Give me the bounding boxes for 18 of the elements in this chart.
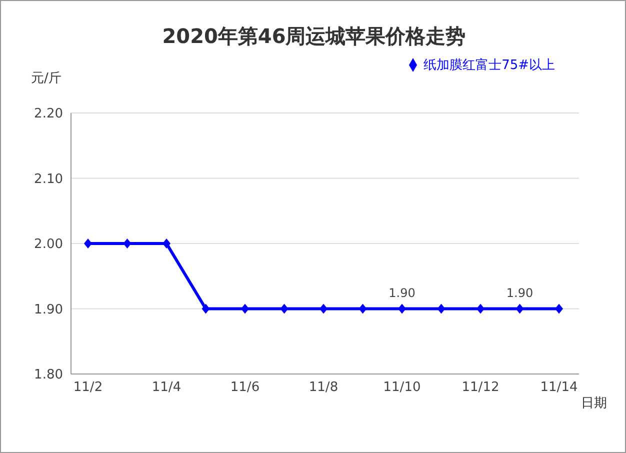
y-tick-label: 1.90	[34, 302, 63, 318]
x-tick-label: 11/12	[462, 380, 500, 396]
chart-title: 2020年第46周运城苹果价格走势	[161, 23, 467, 50]
x-tick-label: 11/4	[152, 380, 182, 396]
x-tick-label: 11/2	[73, 380, 103, 396]
x-axis-title: 日期	[581, 395, 607, 412]
x-tick-label: 11/10	[383, 380, 421, 396]
x-tick-label: 11/14	[540, 380, 578, 396]
y-tick-label: 1.80	[34, 368, 63, 383]
x-tick-label: 11/6	[230, 380, 260, 396]
data-label: 1.90	[506, 286, 534, 300]
y-tick-label: 2.10	[34, 172, 63, 187]
y-tick-label: 2.20	[34, 106, 63, 122]
y-axis-title: 元/斤	[31, 70, 62, 87]
y-tick-label: 2.00	[34, 237, 63, 252]
legend-label: 纸加膜红富士75#以上	[424, 58, 555, 73]
x-tick-label: 11/8	[308, 380, 338, 396]
data-label: 1.90	[388, 286, 416, 300]
